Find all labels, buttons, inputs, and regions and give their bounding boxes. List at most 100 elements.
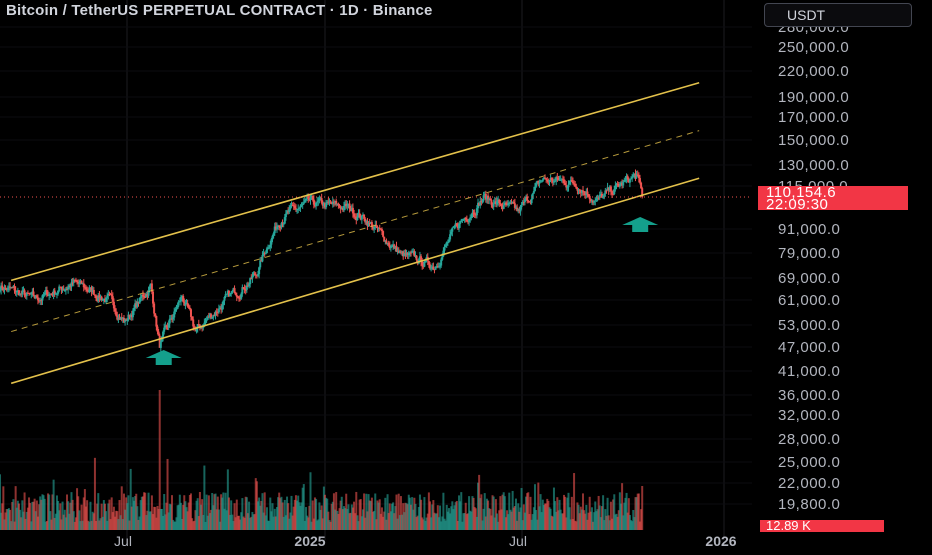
volume-bar xyxy=(641,486,644,530)
candle-body xyxy=(298,207,301,209)
volume-bar xyxy=(197,516,200,530)
volume-bar xyxy=(0,512,3,530)
candle-body xyxy=(374,224,377,228)
currency-button[interactable]: USDT xyxy=(764,3,912,27)
candle-body xyxy=(303,200,306,203)
candle-body xyxy=(131,310,134,318)
volume-bar xyxy=(633,517,636,530)
candle-body xyxy=(513,203,516,208)
volume-bar xyxy=(291,515,294,530)
candle-body xyxy=(251,276,254,279)
volume-bar xyxy=(70,492,73,530)
candle-body xyxy=(451,227,454,232)
volume-bar xyxy=(112,506,115,530)
candle-body xyxy=(444,245,447,247)
candle-body xyxy=(241,287,244,294)
candle-body xyxy=(51,293,54,296)
candle-body xyxy=(273,226,276,234)
candle-body xyxy=(379,228,382,230)
candle-body xyxy=(294,208,297,210)
volume-bar xyxy=(287,503,290,530)
volume-bar xyxy=(490,515,493,530)
last-price-value: 110,154.6 xyxy=(766,184,837,201)
volume-bar xyxy=(269,497,272,530)
volume-bar xyxy=(526,493,529,530)
volume-bar xyxy=(465,514,468,530)
candle-body xyxy=(585,191,588,196)
volume-bar xyxy=(29,502,32,530)
candle-body xyxy=(545,178,548,180)
volume-bar xyxy=(627,498,630,530)
volume-bar xyxy=(254,478,257,530)
price-axis-label: 41,000.0 xyxy=(778,363,840,380)
volume-bar xyxy=(44,521,47,530)
candle-body xyxy=(234,292,237,295)
volume-bar xyxy=(563,494,566,530)
volume-bar xyxy=(421,517,424,530)
candle-body xyxy=(89,287,92,290)
candle-body xyxy=(635,174,638,178)
candle-body xyxy=(568,180,571,185)
volume-bar xyxy=(379,513,382,530)
up-arrow-icon xyxy=(145,350,182,365)
candle-body xyxy=(158,335,161,348)
volume-bar xyxy=(34,511,37,530)
candle-body xyxy=(599,193,602,195)
candle-body xyxy=(503,203,506,206)
candle-body xyxy=(80,280,83,284)
volume-bar xyxy=(585,504,588,530)
candle-body xyxy=(596,197,599,199)
volume-bar xyxy=(207,495,210,530)
candle-body xyxy=(160,336,163,342)
candle-body xyxy=(544,177,547,179)
volume-bar xyxy=(623,502,626,530)
candle-body xyxy=(48,294,51,296)
candle-body xyxy=(546,179,549,181)
volume-bar xyxy=(550,515,553,530)
candle-body xyxy=(508,202,511,204)
candle-body xyxy=(367,222,370,227)
last-price-tag: 110,154.6 22:09:30 xyxy=(758,184,908,212)
candle-body xyxy=(357,213,360,217)
candle-body xyxy=(334,200,337,203)
candle-body xyxy=(254,274,257,276)
volume-bar xyxy=(30,521,33,530)
volume-bar xyxy=(321,518,324,530)
candle-body xyxy=(637,175,640,179)
volume-bar xyxy=(68,513,71,530)
candle-body xyxy=(79,280,82,283)
candle-body xyxy=(608,186,611,191)
volume-bar xyxy=(214,493,217,530)
volume-bar xyxy=(211,492,214,530)
candle-body xyxy=(402,251,405,257)
volume-bar xyxy=(217,509,220,530)
volume-bar xyxy=(569,519,572,530)
volume-bar xyxy=(638,521,641,530)
volume-bar xyxy=(216,496,219,530)
price-axis: 280,000.0250,000.0220,000.0190,000.0170,… xyxy=(778,19,849,513)
volume-bar xyxy=(522,504,525,530)
candle-body xyxy=(330,202,333,205)
candle-body xyxy=(606,187,609,191)
volume-bar xyxy=(541,499,544,530)
candle-body xyxy=(427,260,430,265)
volume-bar xyxy=(529,496,532,530)
candle-body xyxy=(576,188,579,191)
volume-bar xyxy=(117,519,120,530)
volume-bar xyxy=(498,510,501,530)
candle-body xyxy=(538,182,541,184)
candle-body xyxy=(496,201,499,205)
candle-body xyxy=(461,219,464,221)
volume-bar xyxy=(422,519,425,530)
volume-bar xyxy=(547,500,550,530)
candle-body xyxy=(67,287,70,290)
candle-body xyxy=(423,261,426,267)
candle-body xyxy=(150,283,153,292)
candle-body xyxy=(292,205,295,207)
candle-body xyxy=(270,239,273,245)
volume-bar xyxy=(129,468,132,530)
candle-body xyxy=(516,207,519,211)
candle-body xyxy=(452,226,455,228)
